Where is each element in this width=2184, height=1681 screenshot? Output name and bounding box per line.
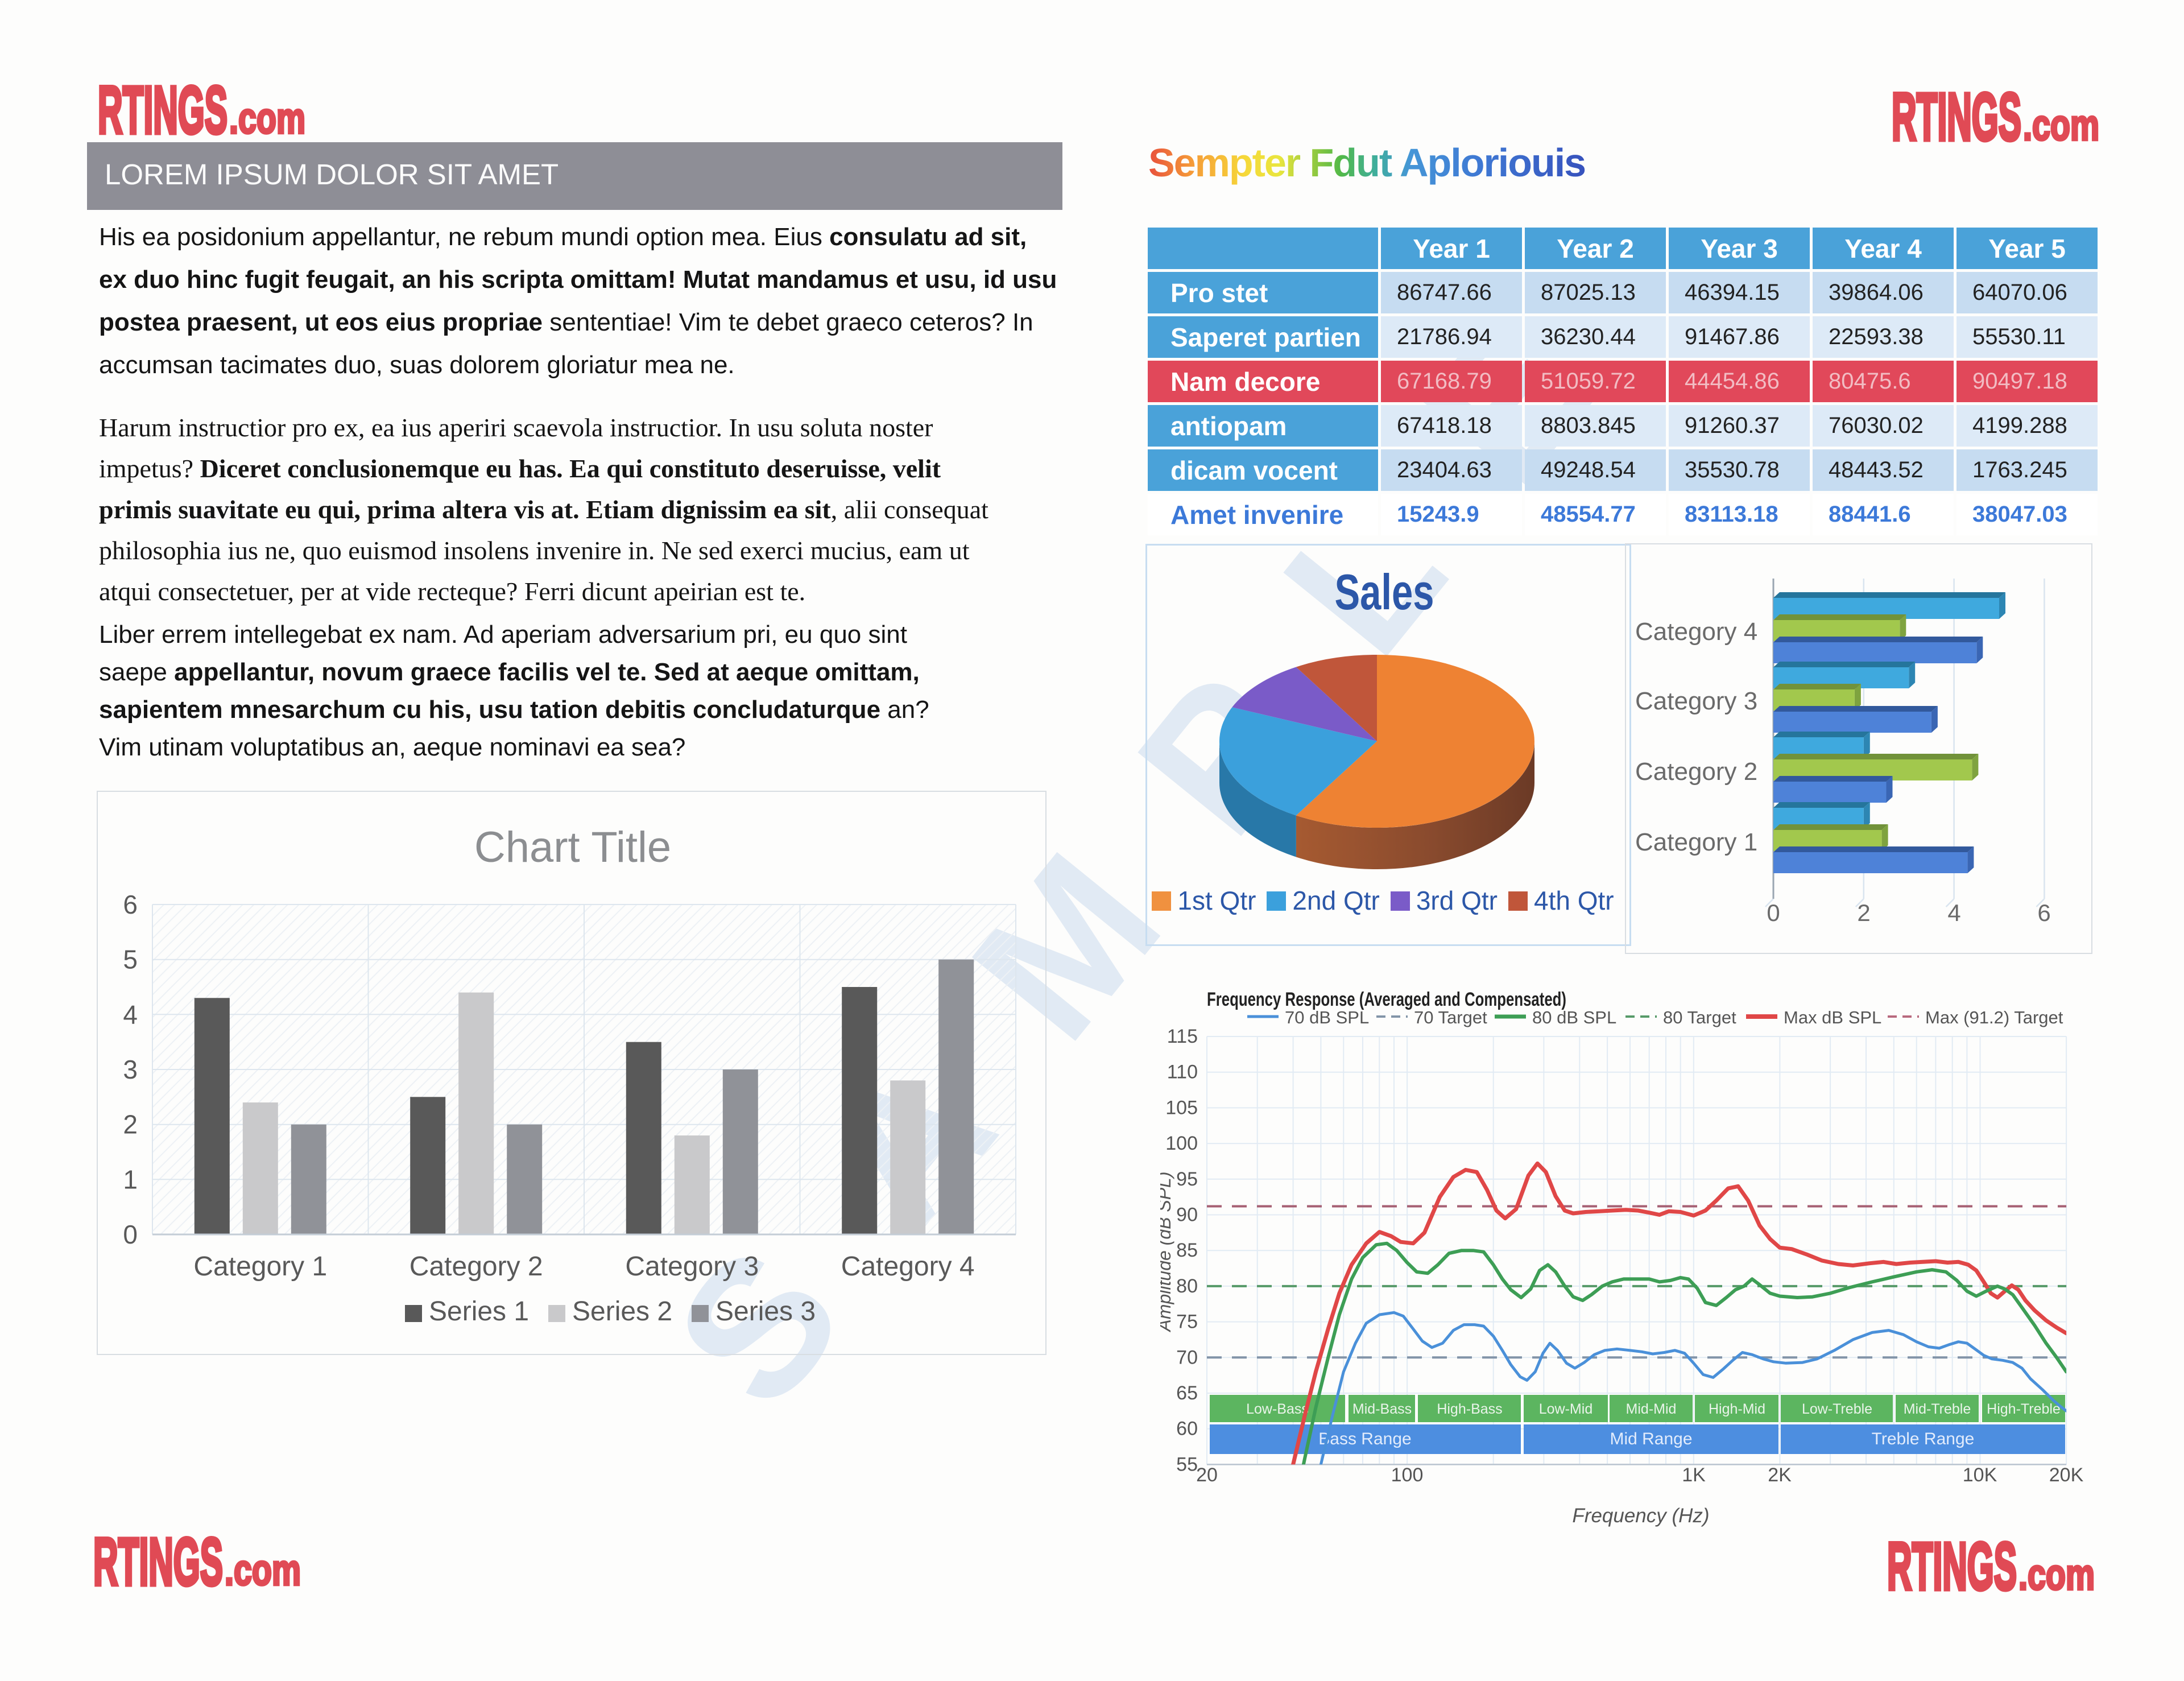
svg-text:20: 20 (1196, 1464, 1218, 1486)
svg-text:Amplitude (dB SPL): Amplitude (dB SPL) (1160, 1171, 1174, 1332)
svg-text:0: 0 (123, 1220, 138, 1249)
svg-text:80: 80 (1176, 1275, 1198, 1297)
svg-text:Frequency (Hz): Frequency (Hz) (1572, 1505, 1709, 1527)
svg-text:Mid Range: Mid Range (1610, 1430, 1692, 1448)
svg-text:Low-Mid: Low-Mid (1539, 1401, 1592, 1417)
svg-text:115: 115 (1167, 1026, 1198, 1047)
svg-text:.com: .com (2023, 101, 2099, 148)
svg-text:2K: 2K (1768, 1464, 1792, 1486)
svg-text:0: 0 (1767, 899, 1780, 926)
svg-text:Treble Range: Treble Range (1872, 1430, 1975, 1448)
svg-text:80 Target: 80 Target (1663, 1007, 1736, 1027)
svg-text:1K: 1K (1682, 1464, 1706, 1486)
svg-text:95: 95 (1176, 1168, 1198, 1190)
svg-text:Frequency Response (Averaged a: Frequency Response (Averaged and Compens… (1207, 989, 1566, 1010)
svg-text:High-Bass: High-Bass (1437, 1401, 1502, 1417)
svg-text:2: 2 (1857, 899, 1870, 926)
svg-text:RTINGS: RTINGS (1892, 91, 2021, 148)
svg-text:Category 4: Category 4 (1635, 618, 1757, 646)
svg-text:105: 105 (1165, 1097, 1198, 1118)
svg-text:Category 1: Category 1 (193, 1252, 327, 1282)
svg-text:Max dB SPL: Max dB SPL (1784, 1007, 1881, 1027)
svg-text:Category 3: Category 3 (1635, 687, 1757, 715)
svg-text:Series 3: Series 3 (715, 1296, 816, 1327)
svg-text:Category 4: Category 4 (841, 1252, 975, 1282)
svg-text:.com: .com (225, 1546, 301, 1593)
svg-text:Category 2: Category 2 (1635, 758, 1757, 786)
svg-text:High-Mid: High-Mid (1709, 1401, 1765, 1417)
svg-text:RTINGS: RTINGS (93, 1536, 223, 1593)
svg-text:100: 100 (1165, 1133, 1198, 1154)
svg-text:Category 3: Category 3 (625, 1252, 759, 1282)
svg-text:Sales: Sales (1335, 564, 1434, 620)
svg-text:RTINGS: RTINGS (98, 84, 228, 141)
svg-text:Low-Bass: Low-Bass (1246, 1401, 1309, 1417)
svg-text:60: 60 (1176, 1418, 1198, 1440)
svg-text:65: 65 (1176, 1382, 1198, 1404)
svg-text:Series 1: Series 1 (429, 1296, 529, 1327)
svg-text:70 dB SPL: 70 dB SPL (1285, 1007, 1369, 1027)
svg-text:90: 90 (1176, 1204, 1198, 1226)
svg-text:.com: .com (229, 94, 305, 141)
svg-text:Category 2: Category 2 (410, 1252, 543, 1282)
svg-text:Category 1: Category 1 (1635, 828, 1757, 856)
svg-text:10K: 10K (1963, 1464, 1997, 1486)
svg-text:100: 100 (1391, 1464, 1424, 1486)
svg-text:3: 3 (123, 1055, 138, 1084)
svg-text:Chart Title: Chart Title (474, 823, 671, 872)
svg-text:Max (91.2) Target: Max (91.2) Target (1925, 1007, 2063, 1027)
svg-text:4: 4 (123, 999, 138, 1029)
svg-text:75: 75 (1176, 1311, 1198, 1333)
svg-text:High-Treble: High-Treble (1987, 1401, 2061, 1417)
svg-text:Bass Range: Bass Range (1318, 1430, 1411, 1448)
svg-text:5: 5 (123, 945, 138, 974)
svg-text:Mid-Treble: Mid-Treble (1904, 1401, 1971, 1417)
svg-text:RTINGS: RTINGS (1887, 1540, 2017, 1597)
svg-text:Series 2: Series 2 (572, 1296, 672, 1327)
svg-text:85: 85 (1176, 1240, 1198, 1261)
svg-text:1: 1 (123, 1164, 138, 1194)
svg-text:Mid-Mid: Mid-Mid (1626, 1401, 1677, 1417)
svg-text:110: 110 (1167, 1062, 1198, 1083)
svg-text:70: 70 (1176, 1347, 1198, 1368)
svg-text:2: 2 (123, 1110, 138, 1139)
svg-text:80 dB SPL: 80 dB SPL (1532, 1007, 1616, 1027)
svg-text:.com: .com (2018, 1551, 2095, 1597)
svg-text:70 Target: 70 Target (1414, 1007, 1487, 1027)
svg-text:4: 4 (1947, 899, 1960, 926)
svg-text:Mid-Bass: Mid-Bass (1352, 1401, 1412, 1417)
svg-text:Low-Treble: Low-Treble (1802, 1401, 1872, 1417)
svg-text:55: 55 (1176, 1453, 1198, 1475)
svg-text:20K: 20K (2049, 1464, 2084, 1486)
svg-text:6: 6 (123, 890, 138, 919)
svg-text:6: 6 (2037, 899, 2050, 926)
